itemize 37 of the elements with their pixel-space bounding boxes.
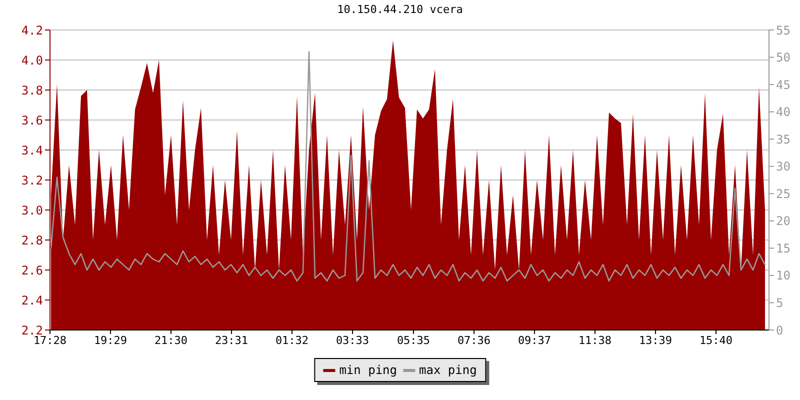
y2-tick-label: 15	[776, 241, 790, 256]
x-tick-label: 13:39	[638, 334, 672, 347]
y-tick-label: 4.2	[21, 23, 43, 38]
y-tick-label: 3.4	[21, 143, 43, 158]
x-tick-label: 11:38	[578, 334, 612, 347]
x-tick-label: 15:40	[699, 334, 733, 347]
y-tick-label: 3.6	[21, 113, 43, 128]
y-tick-label: 2.4	[21, 293, 43, 308]
x-tick-label: 01:32	[275, 334, 309, 347]
line-series	[50, 51, 766, 282]
y-tick-label: 2.6	[21, 263, 43, 278]
x-tick-label: 21:30	[154, 334, 188, 347]
x-tick-label: 03:33	[336, 334, 370, 347]
y2-tick-label: 10	[776, 268, 790, 283]
y2-tick-label: 30	[776, 160, 790, 174]
x-tick-label: 23:31	[214, 334, 248, 347]
x-tick-label: 07:36	[457, 334, 491, 347]
y-tick-label: 3.0	[21, 203, 43, 218]
y2-tick-label: 20	[776, 214, 790, 228]
x-tick-label: 19:29	[94, 334, 128, 347]
y-tick-label: 4.0	[21, 53, 43, 68]
y2-tick-label: 40	[776, 105, 790, 120]
x-tick-label: 05:35	[396, 334, 430, 347]
chart-title: 10.150.44.210 vcera	[337, 3, 463, 16]
y2-tick-label: 25	[776, 186, 790, 201]
y2-tick-label: 45	[776, 78, 790, 92]
x-tick-label: 09:37	[518, 334, 552, 347]
y2-tick-label: 0	[776, 323, 784, 338]
y-tick-label: 2.8	[21, 233, 43, 248]
y2-tick-label: 55	[776, 23, 790, 38]
y2-tick-label: 50	[776, 50, 790, 65]
legend-label: min ping	[339, 363, 397, 377]
y2-tick-label: 5	[776, 296, 784, 310]
legend-label: max ping	[419, 363, 477, 377]
y-tick-label: 3.8	[21, 83, 43, 98]
y-tick-label: 3.2	[21, 173, 43, 188]
y2-tick-label: 35	[776, 132, 790, 146]
